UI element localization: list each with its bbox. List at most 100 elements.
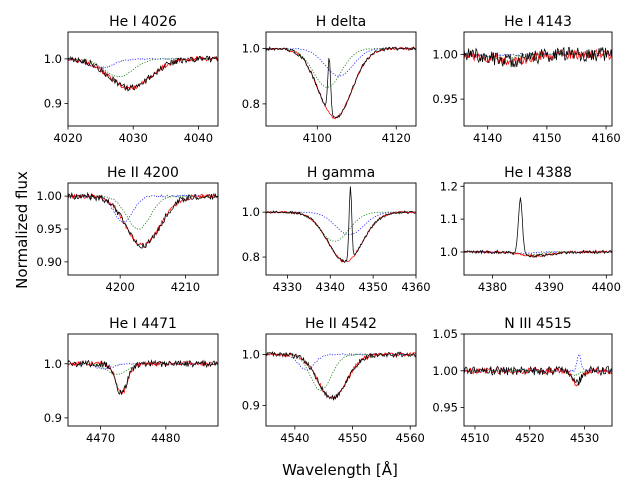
y-tick-label: 0.9 [44, 411, 62, 425]
y-tick-label: 1.00 [36, 189, 62, 203]
panel-frame [67, 333, 219, 427]
y-tick-label: 1.0 [44, 52, 62, 66]
panel-4: 4200 4210 0.90 0.95 1.00 He II 4200 [36, 165, 219, 294]
y-tick-label: 1.1 [440, 212, 458, 226]
series-group [68, 359, 218, 396]
series-observed [68, 191, 218, 249]
y-tick-label: 1.0 [242, 205, 260, 219]
x-tick-label: 4120 [382, 131, 411, 145]
y-tick-label: 1.0 [242, 42, 260, 56]
x-tick-label: 4540 [280, 431, 309, 445]
panel-frame [463, 182, 613, 276]
panel-title: He I 4026 [109, 14, 177, 30]
series-model-component-1 [266, 211, 416, 242]
series-group [266, 46, 416, 120]
y-tick-label: 0.90 [36, 255, 62, 269]
series-observed [464, 365, 612, 386]
x-tick-label: 4210 [171, 280, 200, 294]
series-model-component-2 [68, 194, 218, 223]
panel-title: N III 4515 [504, 316, 571, 332]
series-model-component-2 [266, 47, 416, 77]
panel-frame [463, 333, 613, 427]
x-tick-label: 4400 [592, 280, 621, 294]
series-group [266, 186, 416, 263]
series-group [266, 351, 416, 401]
series-model-component-2 [266, 211, 416, 236]
x-tick-label: 4510 [460, 431, 489, 445]
series-group [68, 55, 218, 92]
panel-title: He I 4388 [504, 165, 572, 181]
series-model-total [266, 210, 416, 263]
x-tick-label: 4150 [532, 131, 561, 145]
panel-3: 4140 4150 4160 0.95 1.00 He I 4143 [432, 14, 620, 145]
y-tick-label: 1.0 [242, 347, 260, 361]
series-observed [266, 46, 416, 119]
series-observed [68, 55, 218, 92]
series-group [464, 353, 612, 387]
panel-frame [463, 31, 613, 127]
panel-frame [265, 333, 417, 427]
x-tick-label: 4140 [473, 131, 502, 145]
panel-8: 4540 4550 4560 0.9 1.0 He II 4542 [242, 316, 425, 445]
series-observed [68, 359, 218, 395]
series-model-total [464, 366, 612, 387]
panel-2: 4100 4120 0.8 1.0 H delta [242, 14, 417, 145]
y-tick-label: 1.00 [432, 47, 458, 61]
x-tick-label: 4100 [303, 131, 332, 145]
series-model-total [266, 351, 416, 400]
x-tick-label: 4350 [359, 280, 388, 294]
x-tick-label: 4020 [53, 131, 82, 145]
x-tick-label: 4530 [570, 431, 599, 445]
series-group [464, 47, 612, 68]
y-tick-label: 1.0 [44, 357, 62, 371]
x-tick-label: 4360 [401, 280, 430, 294]
x-tick-label: 4200 [106, 280, 135, 294]
panel-5: 4330 4340 4350 4360 0.8 1.0 H gamma [242, 165, 431, 294]
x-tick-label: 4330 [273, 280, 302, 294]
x-tick-label: 4390 [535, 280, 564, 294]
series-observed [464, 47, 612, 68]
panel-9: 4510 4520 4530 0.95 1.00 1.05 N III 4515 [432, 316, 613, 445]
x-tick-label: 4160 [591, 131, 620, 145]
series-group [464, 197, 612, 259]
panels-group: 4020 4030 4040 0.9 1.0 He I 4026 4100 4120 0.8 1.… [36, 14, 621, 445]
x-tick-label: 4480 [151, 431, 180, 445]
panel-title: He II 4200 [107, 165, 179, 181]
y-tick-label: 0.95 [432, 401, 458, 415]
x-tick-label: 4560 [396, 431, 425, 445]
panel-title: He II 4542 [305, 316, 377, 332]
figure-x-label: Wavelength [Å] [282, 460, 398, 479]
panel-title: H gamma [307, 165, 375, 181]
panel-7: 4470 4480 0.9 1.0 He I 4471 [44, 316, 219, 445]
panel-title: He I 4143 [504, 14, 572, 30]
x-tick-label: 4340 [316, 280, 345, 294]
panel-frame [67, 31, 219, 127]
panel-frame [265, 31, 417, 127]
series-model-total [68, 192, 218, 249]
y-tick-label: 0.95 [36, 222, 62, 236]
y-tick-label: 0.9 [44, 97, 62, 111]
y-tick-label: 1.00 [432, 364, 458, 378]
x-tick-label: 4380 [478, 280, 507, 294]
x-tick-label: 4040 [184, 131, 213, 145]
y-tick-label: 1.05 [432, 327, 458, 341]
series-model-total [464, 48, 612, 66]
series-observed [266, 351, 416, 401]
y-tick-label: 1.0 [440, 245, 458, 259]
panel-frame [265, 182, 417, 276]
figure-y-label: Normalized flux [13, 171, 31, 289]
x-tick-label: 4550 [338, 431, 367, 445]
series-model-component-1 [266, 353, 416, 391]
panel-1: 4020 4030 4040 0.9 1.0 He I 4026 [44, 14, 219, 145]
y-tick-label: 0.8 [242, 97, 260, 111]
panel-title: H delta [316, 14, 366, 30]
panel-title: He I 4471 [109, 316, 177, 332]
series-model-component-1 [266, 47, 416, 89]
panel-6: 4380 4390 4400 1.0 1.1 1.2 He I 4388 [440, 165, 621, 294]
x-tick-label: 4030 [119, 131, 148, 145]
series-observed [464, 197, 612, 259]
y-tick-label: 0.95 [432, 92, 458, 106]
x-tick-label: 4520 [515, 431, 544, 445]
x-tick-label: 4470 [86, 431, 115, 445]
